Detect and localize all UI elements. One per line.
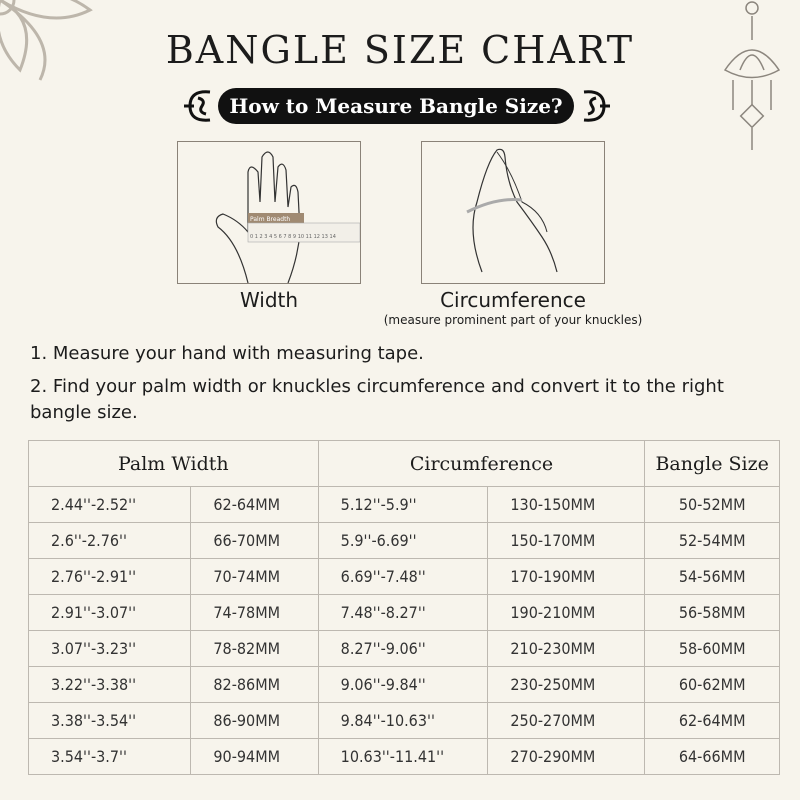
bangle-size-cell: 50-52MM — [644, 486, 780, 523]
bangle-size-cell: 64-66MM — [644, 738, 780, 775]
circumference-caption: Circumference — [440, 288, 586, 312]
bangle-size-cell: 52-54MM — [644, 522, 780, 559]
table-row: 2.76''-2.91'' 70-74MM 6.69''-7.48'' 170-190… — [27, 558, 780, 595]
table-row: 3.07''-3.23'' 78-82MM 8.27''-9.06'' 210-230… — [27, 630, 780, 667]
palm-width-mm-cell: 78-82MM — [190, 630, 319, 667]
hand-circumference-icon — [466, 148, 558, 273]
circumference-mm-cell: 250-270MM — [487, 702, 646, 739]
bangle-size-table: Palm Width Circumference Bangle Size 2.4… — [27, 440, 780, 775]
header-bangle-size: Bangle Size — [644, 440, 780, 487]
palm-width-mm-cell: 90-94MM — [190, 738, 319, 775]
palm-width-inches-cell: 3.54''-3.7'' — [27, 738, 192, 775]
table-row: 2.91''-3.07'' 74-78MM 7.48''-8.27'' 190-210… — [27, 594, 780, 631]
bangle-size-cell: 54-56MM — [644, 558, 780, 595]
scroll-ornament-right-icon — [583, 90, 610, 122]
circumference-mm-cell: 270-290MM — [487, 738, 646, 775]
bangle-size-cell: 62-64MM — [644, 702, 780, 739]
table-row: 2.44''-2.52'' 62-64MM 5.12''-5.9'' 130-150M… — [27, 486, 780, 523]
table-row: 2.6''-2.76'' 66-70MM 5.9''-6.69'' 150-170MM… — [27, 522, 780, 559]
bangle-size-cell: 58-60MM — [644, 630, 780, 667]
page-title: BANGLE SIZE CHART — [165, 28, 635, 72]
lotus-ornament-icon — [0, 0, 93, 81]
circumference-mm-cell: 170-190MM — [487, 558, 646, 595]
palm-width-inches-cell: 3.38''-3.54'' — [27, 702, 192, 739]
palm-width-mm-cell: 82-86MM — [190, 666, 319, 703]
circumference-inches-cell: 9.06''-9.84'' — [317, 666, 489, 703]
palm-width-mm-cell: 86-90MM — [190, 702, 319, 739]
ruler-ticks: 0 1 2 3 4 5 6 7 8 9 10 11 12 13 14 — [250, 234, 336, 240]
table-row: 3.38''-3.54'' 86-90MM 9.84''-10.63'' 250-27… — [27, 702, 780, 739]
circumference-inches-cell: 7.48''-8.27'' — [317, 594, 489, 631]
how-to-measure-banner: How to Measure Bangle Size? — [218, 88, 574, 124]
circumference-inches-cell: 10.63''-11.41'' — [317, 738, 489, 775]
palm-width-inches-cell: 3.07''-3.23'' — [27, 630, 192, 667]
hanging-lotus-ornament-icon — [723, 1, 781, 150]
table-header-row: Palm Width Circumference Bangle Size — [28, 440, 780, 487]
circumference-mm-cell: 210-230MM — [487, 630, 646, 667]
circumference-mm-cell: 190-210MM — [487, 594, 646, 631]
scroll-ornament-left-icon — [184, 90, 211, 122]
palm-width-mm-cell: 62-64MM — [190, 486, 319, 523]
header-circumference: Circumference — [317, 440, 646, 487]
ruler-label: Palm Breadth — [250, 216, 290, 223]
circumference-mm-cell: 230-250MM — [487, 666, 646, 703]
knuckle-circumference-illustration — [421, 141, 605, 284]
bangle-size-cell: 56-58MM — [644, 594, 780, 631]
circumference-inches-cell: 8.27''-9.06'' — [317, 630, 489, 667]
palm-width-illustration: Palm Breadth 0 1 2 3 4 5 6 7 8 9 10 11 1… — [177, 141, 361, 284]
palm-width-mm-cell: 74-78MM — [190, 594, 319, 631]
table-row: 3.54''-3.7'' 90-94MM 10.63''-11.41'' 270-29… — [27, 738, 780, 775]
palm-width-inches-cell: 2.91''-3.07'' — [27, 594, 192, 631]
table-row: 3.22''-3.38'' 82-86MM 9.06''-9.84'' 230-250… — [27, 666, 780, 703]
circumference-inches-cell: 9.84''-10.63'' — [317, 702, 489, 739]
palm-width-mm-cell: 70-74MM — [190, 558, 319, 595]
palm-width-inches-cell: 3.22''-3.38'' — [27, 666, 192, 703]
circumference-note: (measure prominent part of your knuckles… — [383, 313, 643, 327]
palm-width-inches-cell: 2.44''-2.52'' — [27, 486, 192, 523]
hand-width-icon: Palm Breadth 0 1 2 3 4 5 6 7 8 9 10 11 1… — [215, 151, 361, 284]
step-1: 1. Measure your hand with measuring tape… — [30, 343, 424, 364]
circumference-inches-cell: 5.9''-6.69'' — [317, 522, 489, 559]
bangle-size-cell: 60-62MM — [644, 666, 780, 703]
width-caption: Width — [239, 288, 299, 312]
circumference-inches-cell: 5.12''-5.9'' — [317, 486, 489, 523]
circumference-mm-cell: 130-150MM — [487, 486, 646, 523]
palm-width-inches-cell: 2.76''-2.91'' — [27, 558, 192, 595]
circumference-inches-cell: 6.69''-7.48'' — [317, 558, 489, 595]
palm-width-mm-cell: 66-70MM — [190, 522, 319, 559]
step-2: 2. Find your palm width or knuckles circ… — [30, 376, 724, 423]
circumference-mm-cell: 150-170MM — [487, 522, 646, 559]
header-palm-width: Palm Width — [28, 440, 319, 487]
palm-width-inches-cell: 2.6''-2.76'' — [27, 522, 192, 559]
